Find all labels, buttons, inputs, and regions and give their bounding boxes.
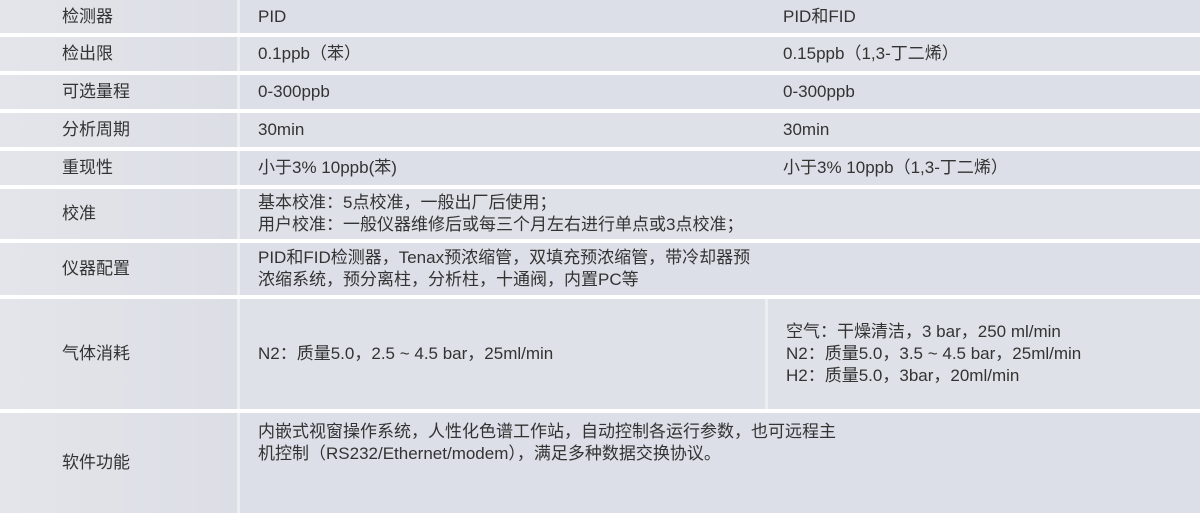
cell-value: N2：质量5.0，2.5 ~ 4.5 bar，25ml/min [258, 344, 554, 363]
row-label: 气体消耗 [0, 299, 240, 409]
row-label: 可选量程 [0, 75, 240, 109]
cell-value: 小于3% 10ppb（1,3-丁二烯） [783, 158, 1008, 177]
cell-value: 0-300ppb [258, 82, 330, 101]
text-line: PID和FID检测器，Tenax预浓缩管，双填充预浓缩管，带冷却器预 [258, 248, 751, 267]
cell-value: 0-300ppb [783, 82, 855, 101]
row-label: 校准 [0, 189, 240, 239]
text-line: 基本校准：5点校准，一般出厂后使用； [258, 193, 557, 212]
table-row-detection-limit: 检出限 0.1ppb（苯） 0.15ppb（1,3-丁二烯） [0, 37, 1200, 71]
row-label: 重现性 [0, 151, 240, 185]
table-row-range: 可选量程 0-300ppb 0-300ppb [0, 75, 1200, 109]
table-row-configuration: 仪器配置 PID和FID检测器，Tenax预浓缩管，双填充预浓缩管，带冷却器预 … [0, 243, 1200, 295]
table-row-detector: 检测器 PID PID和FID [0, 0, 1200, 33]
table-row-cycle: 分析周期 30min 30min [0, 113, 1200, 147]
text-line: 用户校准：一般仪器维修后或每三个月左右进行单点或3点校准； [258, 215, 744, 234]
cell-value: 0.1ppb（苯） [258, 44, 361, 63]
table-row-software: 软件功能 内嵌式视窗操作系统，人性化色谱工作站，自动控制各运行参数，也可远程主 … [0, 413, 1200, 513]
cell-value: PID和FID [783, 6, 856, 26]
text-line: N2：质量5.0，3.5 ~ 4.5 bar，25ml/min [786, 344, 1082, 363]
cell-value: 内嵌式视窗操作系统，人性化色谱工作站，自动控制各运行参数，也可远程主 机控制（R… [240, 413, 1200, 513]
text-line: H2：质量5.0，3bar，20ml/min [786, 366, 1020, 385]
table-row-gas-consumption: 气体消耗 N2：质量5.0，2.5 ~ 4.5 bar，25ml/min 空气：… [0, 299, 1200, 409]
cell-value: 30min [783, 120, 830, 139]
cell-value: 基本校准：5点校准，一般出厂后使用； 用户校准：一般仪器维修后或每三个月左右进行… [240, 189, 1200, 239]
text-line: 内嵌式视窗操作系统，人性化色谱工作站，自动控制各运行参数，也可远程主 [258, 422, 836, 441]
cell-value: PID和FID检测器，Tenax预浓缩管，双填充预浓缩管，带冷却器预 浓缩系统，… [240, 243, 1200, 295]
cell-value: 小于3% 10ppb(苯) [258, 158, 397, 177]
row-label: 检测器 [0, 0, 240, 33]
table-row-calibration: 校准 基本校准：5点校准，一般出厂后使用； 用户校准：一般仪器维修后或每三个月左… [0, 189, 1200, 239]
row-label: 仪器配置 [0, 243, 240, 295]
cell-value: 30min [258, 120, 305, 139]
row-label: 检出限 [0, 37, 240, 71]
cell-value: 空气：干燥清洁，3 bar，250 ml/min N2：质量5.0，3.5 ~ … [765, 299, 1200, 409]
table-row-reproducibility: 重现性 小于3% 10ppb(苯) 小于3% 10ppb（1,3-丁二烯） [0, 151, 1200, 185]
text-line: 机控制（RS232/Ethernet/modem），满足多种数据交换协议。 [258, 444, 721, 463]
row-label: 分析周期 [0, 113, 240, 147]
row-label: 软件功能 [0, 413, 240, 513]
text-line: 浓缩系统，预分离柱，分析柱，十通阀，内置PC等 [258, 270, 639, 289]
text-line: 空气：干燥清洁，3 bar，250 ml/min [786, 322, 1061, 341]
cell-value: PID [258, 6, 287, 26]
cell-value: 0.15ppb（1,3-丁二烯） [783, 44, 959, 63]
